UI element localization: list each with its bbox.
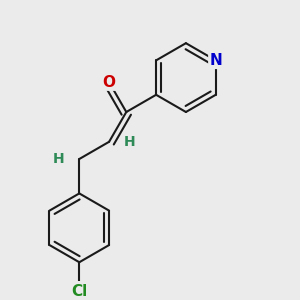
Text: O: O [103,75,116,90]
Text: N: N [209,53,222,68]
Text: Cl: Cl [71,284,87,299]
Text: H: H [53,152,64,166]
Text: H: H [124,135,136,149]
